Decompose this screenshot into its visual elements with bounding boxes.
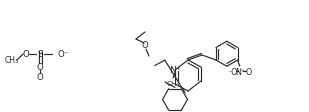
Text: O: O: [142, 41, 148, 50]
Text: ⁻O: ⁻O: [227, 68, 238, 76]
Text: S: S: [37, 50, 43, 58]
Text: O: O: [246, 68, 252, 76]
Text: CH₃: CH₃: [166, 81, 180, 87]
Text: O: O: [37, 62, 43, 71]
Text: O: O: [23, 50, 29, 58]
Text: N⁺: N⁺: [235, 68, 246, 76]
Text: CH₃: CH₃: [5, 56, 19, 65]
Text: O: O: [37, 72, 43, 82]
Text: O⁻: O⁻: [57, 50, 68, 58]
Text: N⁺: N⁺: [169, 66, 181, 74]
